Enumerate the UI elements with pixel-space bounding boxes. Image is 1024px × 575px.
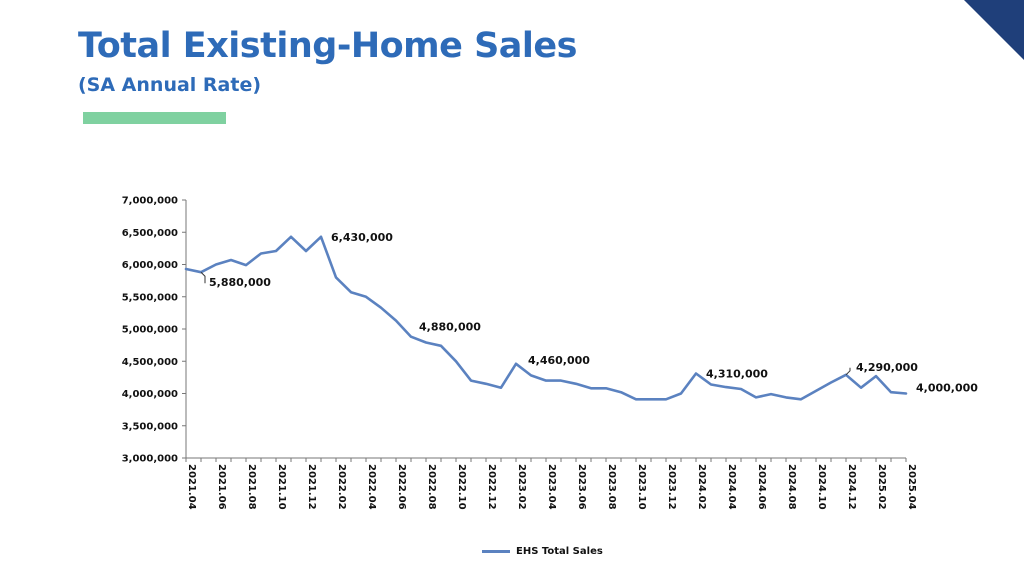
legend-label: EHS Total Sales xyxy=(516,546,603,557)
y-tick-label: 4,000,000 xyxy=(122,389,178,400)
data-label: 4,460,000 xyxy=(528,354,590,367)
x-tick-label: 2023.06 xyxy=(576,464,587,510)
corner-decoration xyxy=(964,0,1024,60)
series-line xyxy=(184,235,908,401)
y-tick-label: 5,000,000 xyxy=(122,325,178,336)
y-tick-label: 6,000,000 xyxy=(122,260,178,271)
x-tick-label: 2023.12 xyxy=(666,464,677,510)
data-label: 5,880,000 xyxy=(209,276,271,289)
x-tick-label: 2024.04 xyxy=(726,464,737,510)
y-tick-label: 7,000,000 xyxy=(122,196,178,207)
x-tick-label: 2023.04 xyxy=(546,464,557,510)
x-tick-label: 2024.08 xyxy=(786,464,797,510)
chart-legend: EHS Total Sales xyxy=(482,546,603,557)
data-label-leader xyxy=(845,367,851,376)
x-tick-label: 2025.02 xyxy=(876,464,887,510)
x-tick-label: 2023.08 xyxy=(606,464,617,510)
x-tick-label: 2022.06 xyxy=(396,464,407,510)
page-title: Total Existing-Home Sales xyxy=(78,26,577,66)
x-tick-label: 2024.12 xyxy=(846,464,857,510)
accent-bar xyxy=(83,112,226,124)
x-tick-label: 2024.02 xyxy=(696,464,707,510)
x-tick-label: 2023.10 xyxy=(636,464,647,510)
x-tick-label: 2023.02 xyxy=(516,464,527,510)
y-tick-label: 3,000,000 xyxy=(122,454,178,465)
x-tick-label: 2021.08 xyxy=(246,464,257,510)
legend-swatch xyxy=(482,550,510,553)
data-label: 4,000,000 xyxy=(916,382,978,395)
data-label-leader xyxy=(200,271,206,284)
x-tick-label: 2022.10 xyxy=(456,464,467,510)
page-subtitle: (SA Annual Rate) xyxy=(78,74,262,96)
data-label: 6,430,000 xyxy=(331,231,393,244)
x-tick-label: 2022.12 xyxy=(486,464,497,510)
y-tick-label: 6,500,000 xyxy=(122,228,178,239)
data-label: 4,880,000 xyxy=(419,321,481,334)
y-tick-label: 5,500,000 xyxy=(122,292,178,303)
x-tick-label: 2021.04 xyxy=(186,464,197,510)
data-label: 4,310,000 xyxy=(706,368,768,381)
x-tick-label: 2022.04 xyxy=(366,464,377,510)
x-tick-label: 2022.08 xyxy=(426,464,437,510)
x-tick-label: 2022.02 xyxy=(336,464,347,510)
x-tick-label: 2021.06 xyxy=(216,464,227,510)
y-tick-label: 3,500,000 xyxy=(122,421,178,432)
x-tick-label: 2021.12 xyxy=(306,464,317,510)
x-tick-label: 2021.10 xyxy=(276,464,287,510)
data-label: 4,290,000 xyxy=(856,361,918,374)
y-tick-label: 4,500,000 xyxy=(122,357,178,368)
x-tick-label: 2024.10 xyxy=(816,464,827,510)
x-tick-label: 2025.04 xyxy=(906,464,917,510)
x-tick-label: 2024.06 xyxy=(756,464,767,510)
